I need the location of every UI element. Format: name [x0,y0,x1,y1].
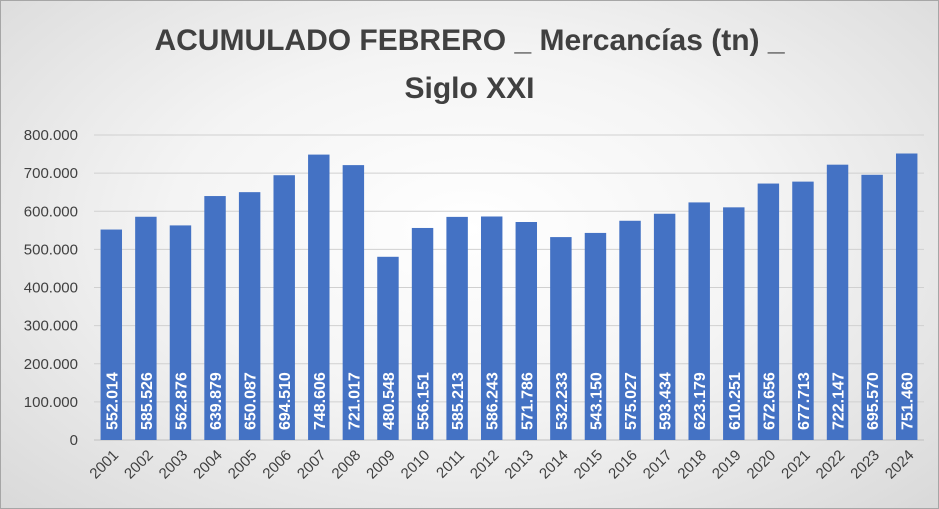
bar [584,232,607,440]
y-tick-label: 600.000 [24,203,78,220]
x-tick-label: 2016 [605,447,641,483]
bar [411,227,434,440]
bar [238,192,261,440]
data-label: 480.548 [381,372,398,430]
data-label: 532.233 [554,372,571,430]
data-label: 623.179 [692,372,709,430]
data-label: 722.147 [831,372,848,430]
y-tick-label: 400.000 [24,280,78,297]
data-label: 610.251 [727,372,744,430]
bar [377,256,399,440]
data-label: 593.434 [658,372,675,430]
y-tick-label: 200.000 [24,356,78,373]
x-tick-label: 2022 [813,447,849,483]
x-tick-label: 2002 [121,447,157,483]
data-label: 575.027 [623,372,640,430]
bar [446,216,468,440]
bar [273,175,295,440]
x-tick-label: 2012 [467,447,503,483]
bar [550,237,572,440]
y-tick-label: 0 [70,432,78,449]
x-tick-label: 2020 [744,447,780,483]
x-tick-label: 2015 [571,447,607,483]
data-label: 639.879 [208,372,225,430]
data-label: 552.014 [104,372,121,430]
x-tick-label: 2017 [640,447,676,483]
bar [688,202,710,440]
x-tick-label: 2021 [778,447,814,483]
bar [515,222,538,440]
bar [308,154,330,440]
x-tick-label: 2003 [156,447,192,483]
data-label: 562.876 [173,372,190,430]
data-label: 585.526 [139,372,156,430]
data-label: 694.510 [277,372,294,430]
x-tick-label: 2008 [329,447,365,483]
x-tick-label: 2013 [501,447,537,483]
x-tick-label: 2006 [259,447,295,483]
y-tick-label: 500.000 [24,241,78,258]
data-label: 586.243 [485,372,502,430]
x-tick-label: 2024 [882,447,918,483]
x-tick-label: 2011 [433,447,468,482]
bar [895,153,918,441]
bar [792,181,814,440]
bar [100,229,123,440]
bar [861,174,883,440]
data-label: 695.570 [865,372,882,430]
bar [169,225,192,440]
bar [826,164,849,440]
x-tick-label: 2007 [294,447,330,483]
bar [204,196,226,440]
chart-title: ACUMULADO FEBRERO _ Mercancías (tn) _ Si… [1,17,938,113]
x-tick-label: 2001 [86,447,122,483]
bar [723,207,745,440]
x-tick-label: 2005 [225,447,261,483]
y-tick-label: 300.000 [24,318,78,335]
x-tick-label: 2009 [363,447,399,483]
data-label: 571.786 [519,372,536,430]
data-label: 721.017 [346,372,363,430]
data-label: 677.713 [796,372,813,430]
data-label: 672.656 [761,372,778,430]
y-tick-label: 700.000 [24,165,78,182]
bar [653,213,676,440]
x-tick-label: 2014 [536,447,572,483]
data-label: 556.151 [416,372,433,430]
x-tick-label: 2004 [190,447,226,483]
bar [757,183,780,440]
data-label: 748.606 [312,372,329,430]
x-tick-label: 2023 [847,447,883,483]
bar [342,165,365,440]
x-tick-label: 2019 [709,447,745,483]
data-label: 543.150 [588,372,605,430]
chart-title-line-2: Siglo XXI [404,72,535,105]
x-tick-label: 2010 [398,447,434,483]
bar [135,216,157,440]
y-tick-label: 100.000 [24,394,78,411]
bar [480,216,503,440]
data-label: 650.087 [243,372,260,430]
chart-title-line-1: ACUMULADO FEBRERO _ Mercancías (tn) _ [154,24,785,57]
bar [619,220,641,440]
y-tick-label: 800.000 [24,127,78,144]
x-tick-label: 2018 [674,447,710,483]
data-label: 585.213 [450,372,467,430]
data-label: 751.460 [900,372,917,430]
